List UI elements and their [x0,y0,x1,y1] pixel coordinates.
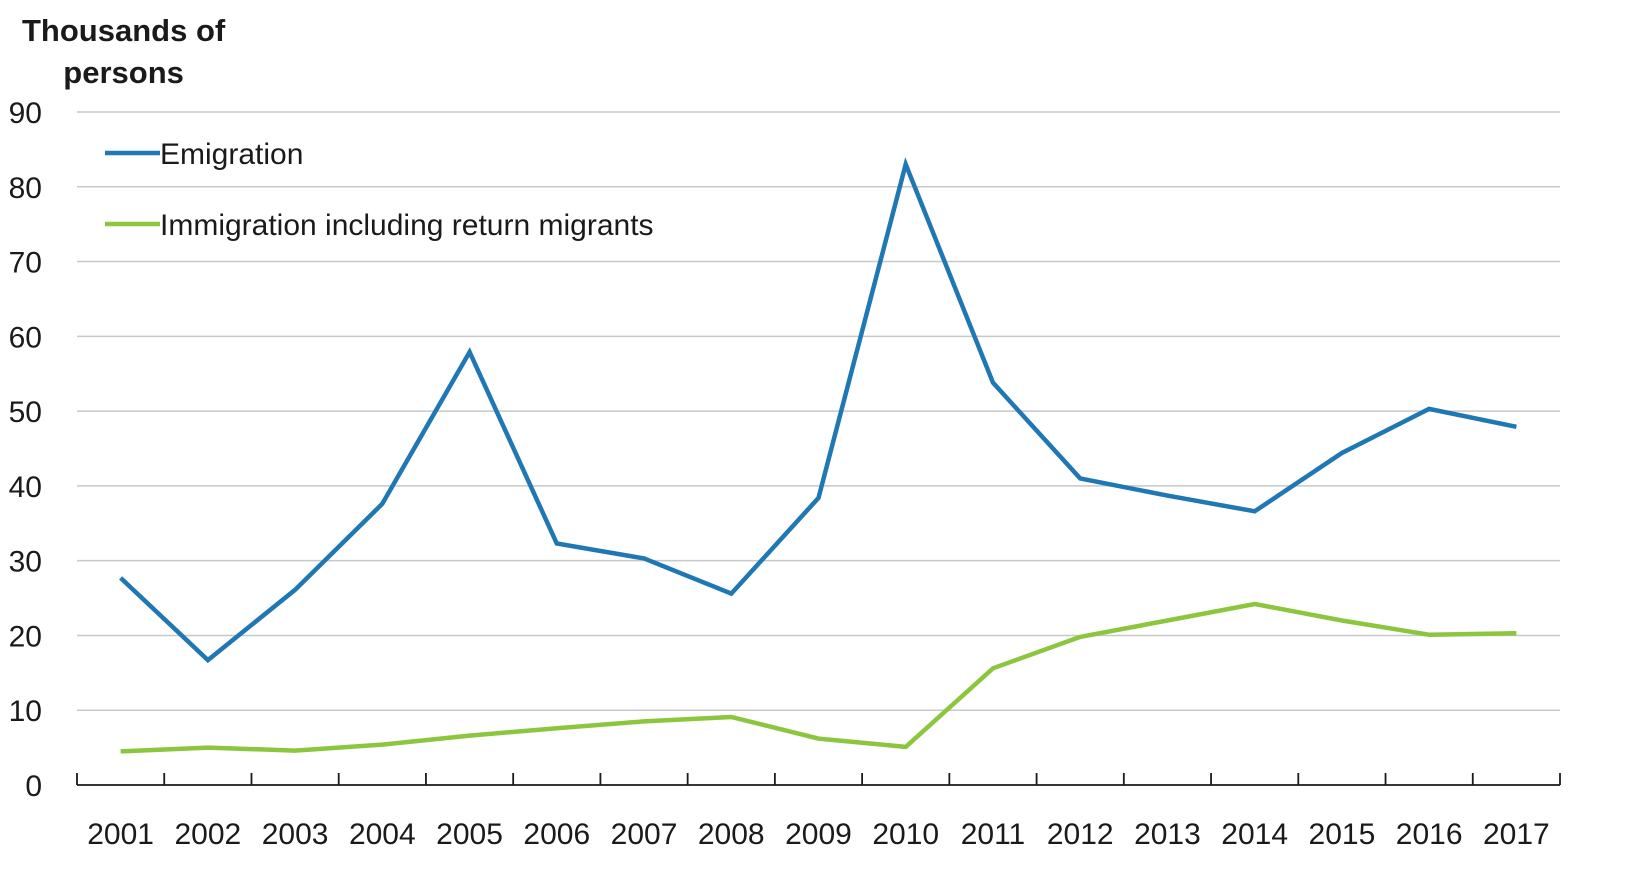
legend: Emigration Immigration including return m… [105,138,654,242]
x-tick-label-2010: 2010 [872,818,939,851]
x-axis-tick-labels: 2001 2002 2003 2004 2005 2006 2007 2008 2009 2010… [87,818,1550,851]
y-tick-label-0: 0 [25,770,42,803]
y-tick-label-80: 80 [9,172,42,205]
x-tick-label-2014: 2014 [1221,818,1288,851]
x-tick-label-2003: 2003 [262,818,329,851]
legend-label-1: Emigration [160,138,303,171]
y-tick-label-60: 60 [9,321,42,354]
x-axis [76,773,1561,786]
x-tick-label-2016: 2016 [1396,818,1463,851]
y-axis-unit-title-line-1: Thousands of [22,13,226,48]
series-line-1 [119,157,1517,664]
y-tick-label-20: 20 [9,620,42,653]
y-tick-label-10: 10 [9,695,42,728]
x-tick-label-2001: 2001 [87,818,154,851]
x-tick-label-2002: 2002 [174,818,241,851]
x-tick-label-2011: 2011 [961,818,1026,851]
x-tick-label-2015: 2015 [1309,818,1376,851]
series-line-2 [120,601,1517,754]
x-tick-label-2009: 2009 [785,818,852,851]
x-tick-label-2013: 2013 [1134,818,1201,851]
x-tick-label-2012: 2012 [1047,818,1114,851]
y-tick-label-70: 70 [9,247,42,280]
y-tick-label-30: 30 [9,546,42,579]
y-axis-unit-title-line-2: persons [63,55,184,90]
y-tick-label-50: 50 [9,396,42,429]
y-axis-tick-labels: 0 10 20 30 40 50 60 70 80 90 [9,97,42,803]
x-tick-label-2004: 2004 [349,818,416,851]
y-tick-label-40: 40 [9,471,42,504]
x-tick-label-2006: 2006 [523,818,590,851]
legend-label-2: Immigration including return migrants [160,209,654,242]
y-tick-label-90: 90 [9,97,42,130]
y-axis-unit-title: Thousands of persons [22,10,225,94]
x-tick-label-2017: 2017 [1483,818,1550,851]
series-lines [119,157,1517,754]
x-tick-label-2008: 2008 [698,818,765,851]
x-tick-label-2007: 2007 [611,818,678,851]
gridlines [77,111,1560,711]
x-tick-label-2005: 2005 [436,818,503,851]
